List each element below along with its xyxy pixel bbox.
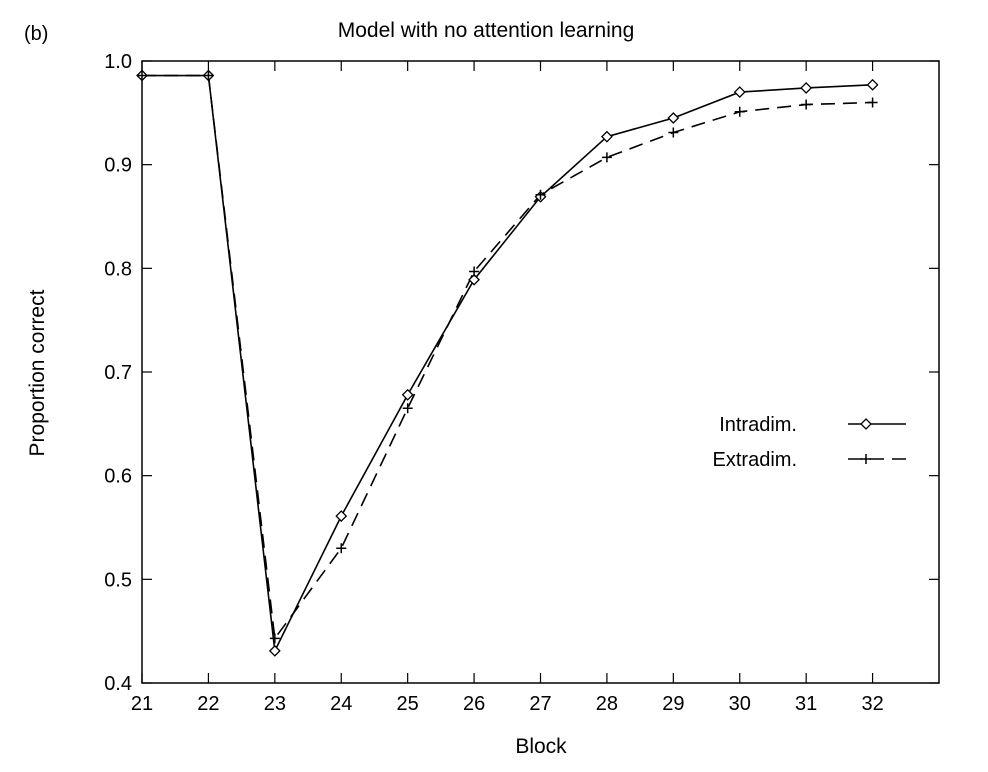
diamond-marker <box>733 86 746 99</box>
plus-marker <box>137 70 147 81</box>
y-tick-label: 0.9 <box>104 155 132 177</box>
x-tick-label: 24 <box>330 693 352 715</box>
x-tick-label: 28 <box>596 693 618 715</box>
intradim-series-line <box>142 74 873 654</box>
plus-marker <box>203 70 214 81</box>
plus-marker <box>601 152 612 163</box>
x-tick-label: 29 <box>662 693 684 715</box>
y-tick-label: 0.5 <box>104 569 132 591</box>
x-tick-label: 27 <box>529 693 551 715</box>
plus-marker <box>861 454 871 464</box>
plus-marker <box>402 403 413 414</box>
legend-label: Extradim. <box>713 449 797 471</box>
x-tick-label: 25 <box>397 693 419 715</box>
plus-marker <box>269 633 280 644</box>
x-tick-label: 21 <box>131 693 153 715</box>
y-tick-label: 0.7 <box>104 362 132 384</box>
diamond-marker <box>860 418 872 430</box>
diamond-marker <box>468 273 481 286</box>
axis-ticks: 21 22 23 24 25 26 27 28 29 30 31 32 0.4 0.5 0.6 0.7 0.8 0… <box>104 51 939 715</box>
plot-frame <box>141 60 940 684</box>
diamond-marker <box>268 644 281 657</box>
diamond-marker <box>800 82 813 94</box>
plus-marker <box>734 106 745 117</box>
x-tick-label: 30 <box>729 693 751 715</box>
x-tick-label: 22 <box>197 693 219 715</box>
plus-marker <box>469 266 480 277</box>
legend: Intradim. Extradim. <box>713 414 906 471</box>
plus-marker <box>801 99 812 110</box>
y-tick-label: 0.8 <box>104 258 132 280</box>
diamond-marker <box>667 112 680 124</box>
y-tick-label: 0.6 <box>104 466 132 488</box>
legend-label: Intradim. <box>719 414 797 436</box>
x-tick-label: 26 <box>463 693 485 715</box>
diamond-marker <box>866 78 879 91</box>
y-tick-label: 1.0 <box>104 51 132 73</box>
series-lines <box>142 74 873 654</box>
plus-marker <box>535 189 546 200</box>
series-markers <box>136 69 879 657</box>
diamond-marker <box>335 510 348 523</box>
x-tick-label: 23 <box>264 693 286 715</box>
diamond-marker <box>401 388 414 401</box>
plus-marker <box>867 97 878 108</box>
x-tick-label: 31 <box>795 693 817 715</box>
chart-title: Model with no attention learning <box>338 19 635 42</box>
y-axis-label: Proportion correct <box>26 289 49 456</box>
diamond-marker <box>600 130 613 143</box>
x-tick-label: 32 <box>861 693 883 715</box>
x-axis-label: Block <box>515 735 567 758</box>
extradim-series-line <box>142 74 873 641</box>
plus-marker <box>668 127 679 138</box>
y-tick-label: 0.4 <box>104 673 132 695</box>
plus-marker <box>336 543 347 554</box>
panel-label: (b) <box>24 23 48 45</box>
